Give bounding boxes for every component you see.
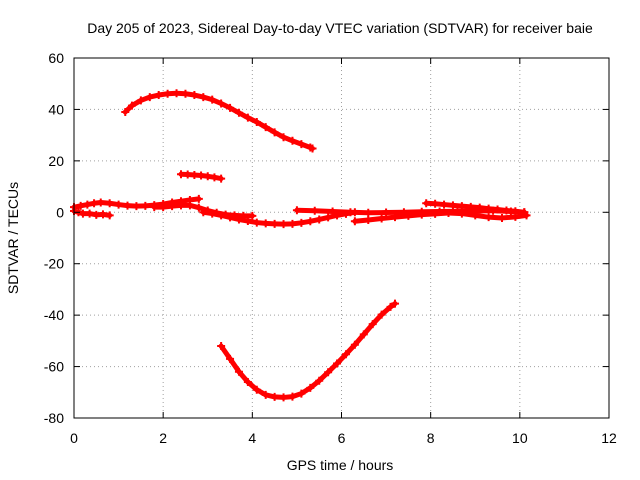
data-trace bbox=[307, 144, 316, 152]
y-axis-label: SDTVAR / TECUs bbox=[5, 182, 21, 294]
data-trace bbox=[187, 196, 202, 203]
x-tick-label: 10 bbox=[512, 430, 528, 446]
x-tick-label: 4 bbox=[248, 430, 256, 446]
x-tick-label: 8 bbox=[427, 430, 435, 446]
y-tick-label: 0 bbox=[56, 204, 64, 220]
data-trace bbox=[512, 212, 530, 220]
y-tick-label: -40 bbox=[44, 307, 64, 323]
data-trace bbox=[312, 208, 336, 215]
data-trace bbox=[100, 211, 113, 218]
x-tick-label: 12 bbox=[601, 430, 617, 446]
series-short-arc bbox=[177, 170, 226, 183]
series-near-zero-c bbox=[150, 201, 257, 220]
y-tick-label: -80 bbox=[44, 410, 64, 426]
x-tick-label: 0 bbox=[70, 430, 78, 446]
data-trace bbox=[401, 209, 425, 215]
data-trace bbox=[330, 209, 353, 215]
x-tick-label: 2 bbox=[159, 430, 167, 446]
y-tick-label: -20 bbox=[44, 256, 64, 272]
plot-points bbox=[70, 89, 531, 402]
data-trace bbox=[227, 356, 242, 375]
y-tick-label: -60 bbox=[44, 359, 64, 375]
data-trace bbox=[388, 301, 398, 310]
series-near-zero-a bbox=[70, 194, 203, 212]
x-tick-label: 6 bbox=[338, 430, 346, 446]
data-trace bbox=[294, 207, 318, 214]
data-trace bbox=[211, 174, 224, 182]
series-arc-lower bbox=[217, 299, 399, 402]
data-trace bbox=[347, 209, 371, 216]
y-tick-label: 40 bbox=[48, 101, 64, 117]
y-tick-label: 60 bbox=[48, 50, 64, 66]
x-axis-label: GPS time / hours bbox=[287, 457, 394, 473]
data-trace bbox=[218, 343, 233, 362]
axis-ticks: 0 2 4 6 8 10 12 -80 -60 -40 -20 0 20 40 60 bbox=[44, 50, 617, 446]
y-tick-label: 20 bbox=[48, 153, 64, 169]
series-near-zero-g bbox=[350, 209, 531, 226]
chart-title: Day 205 of 2023, Sidereal Day-to-day VTE… bbox=[87, 20, 593, 36]
series-arc-upper bbox=[121, 89, 317, 153]
grid-lines bbox=[74, 58, 609, 418]
data-trace bbox=[512, 208, 527, 215]
